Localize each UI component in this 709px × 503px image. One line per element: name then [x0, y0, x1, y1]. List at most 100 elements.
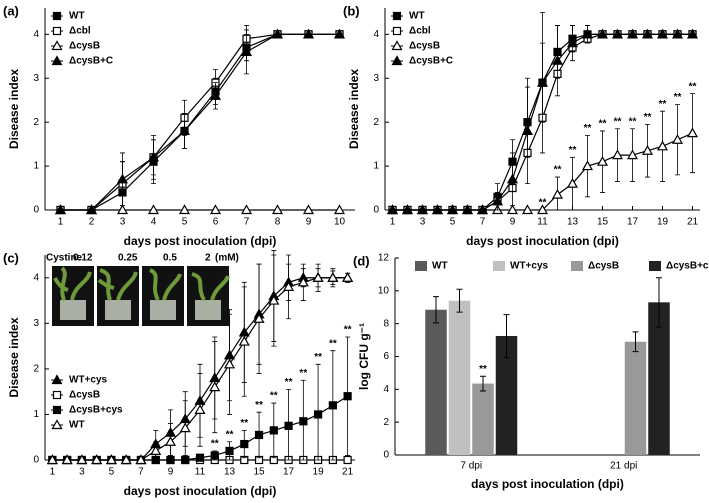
bar — [448, 300, 471, 455]
x-tick-label: 7 — [138, 467, 144, 478]
marker — [179, 422, 191, 433]
legend-marker — [51, 374, 63, 385]
x-tick-label: 9 — [306, 217, 312, 228]
marker — [271, 204, 284, 215]
x-tick-label: 1 — [58, 217, 64, 228]
y-axis-title: Disease index — [347, 69, 361, 149]
significance: ** — [554, 165, 562, 176]
legend-text: ΔcysB — [588, 261, 619, 272]
significance: ** — [285, 377, 293, 388]
y-axis-title: Disease index — [7, 317, 21, 397]
error-bar — [456, 288, 463, 313]
legend-marker — [392, 11, 402, 21]
marker — [611, 149, 624, 160]
marker — [135, 454, 147, 465]
significance: ** — [659, 99, 667, 110]
marker — [61, 454, 73, 465]
inset-label: 0.5 — [163, 253, 177, 264]
error-bar — [503, 314, 510, 358]
marker — [54, 204, 67, 215]
x-tick-label: 21 — [342, 467, 354, 478]
series-line — [60, 33, 340, 211]
marker — [416, 204, 429, 215]
error-bar — [656, 277, 662, 328]
x-tick-label: 15 — [253, 467, 265, 478]
legend-marker — [52, 11, 62, 21]
marker — [328, 401, 337, 410]
legend-text: ΔcysB — [69, 41, 100, 52]
y-axis-title: log CFU g⁻¹ — [357, 323, 371, 390]
x-tick-label: 13 — [224, 467, 236, 478]
significance: ** — [569, 145, 577, 156]
x-tick-label: 11 — [195, 467, 206, 478]
marker — [150, 445, 162, 455]
significance: ** — [614, 116, 622, 127]
inset-label: (mM) — [215, 253, 239, 264]
y-tick-label: 2 — [33, 117, 39, 128]
legend-text: ΔcysB — [409, 41, 440, 52]
significance: ** — [584, 123, 592, 134]
x-tick-label: 6 — [213, 217, 219, 228]
marker — [164, 436, 177, 446]
x-tick-label: 8 — [275, 217, 281, 228]
y-tick-label: 0 — [373, 205, 379, 216]
y-tick-label: 3 — [373, 73, 379, 84]
significance: ** — [226, 429, 234, 440]
legend-text: ΔcysB+C — [409, 56, 453, 67]
marker — [181, 455, 190, 465]
marker — [327, 272, 339, 282]
marker — [116, 173, 129, 184]
significance: ** — [539, 198, 547, 209]
significance: ** — [644, 112, 652, 123]
marker — [342, 272, 354, 282]
y-tick-label: 3 — [33, 318, 39, 329]
y-axis-title: Disease index — [7, 69, 21, 149]
significance: ** — [329, 338, 337, 349]
marker — [506, 173, 519, 184]
x-tick-label: 19 — [313, 467, 325, 478]
y-tick-label: 2 — [383, 417, 389, 428]
y-tick-label: 2 — [33, 364, 39, 375]
x-tick-label: 1 — [50, 467, 56, 478]
inset-label: 2 — [205, 253, 211, 264]
marker — [686, 28, 699, 39]
marker — [671, 28, 684, 39]
marker — [686, 127, 699, 138]
y-tick-label: 1 — [373, 161, 379, 172]
marker — [299, 417, 308, 426]
y-tick-label: 0 — [383, 450, 389, 461]
y-tick-label: 0 — [33, 455, 39, 466]
marker — [105, 454, 117, 465]
x-tick-label: 1 — [390, 217, 396, 228]
y-tick-label: 3 — [33, 73, 39, 84]
significance: ** — [479, 364, 487, 375]
marker — [76, 454, 88, 465]
marker — [283, 281, 295, 291]
inset-photos — [52, 266, 230, 326]
legend-text: WT — [432, 261, 448, 272]
marker — [269, 426, 278, 435]
x-tick-label: 7 — [244, 217, 250, 228]
legend-swatch — [571, 261, 583, 271]
marker — [566, 37, 579, 48]
marker — [194, 404, 206, 414]
marker — [536, 204, 549, 215]
marker — [116, 204, 129, 215]
marker — [91, 454, 103, 465]
significance: ** — [299, 368, 307, 379]
bar — [495, 335, 518, 455]
x-tick-label: 11 — [537, 217, 548, 228]
legend-marker — [391, 55, 403, 66]
x-axis-title: days post inoculation (dpi) — [466, 234, 619, 248]
panel-label: (a) — [3, 3, 19, 18]
legend-text: ΔcysB+C — [69, 56, 113, 67]
marker — [223, 358, 236, 369]
y-tick-label: 8 — [383, 318, 389, 329]
marker — [521, 204, 534, 215]
marker — [240, 46, 253, 57]
marker — [536, 76, 549, 87]
marker — [626, 28, 639, 39]
y-tick-label: 0 — [33, 205, 39, 216]
marker — [596, 28, 609, 39]
